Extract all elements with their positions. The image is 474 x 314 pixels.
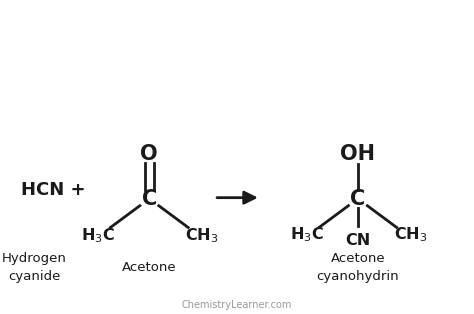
Text: C: C — [142, 189, 157, 209]
Text: Hydrogen
cyanide: Hydrogen cyanide — [2, 252, 66, 283]
Text: Acetone
cyanohydrin: Acetone cyanohydrin — [317, 252, 399, 283]
Text: CH$_3$: CH$_3$ — [394, 225, 428, 244]
Text: OH: OH — [340, 144, 375, 165]
Text: H$_3$C: H$_3$C — [290, 225, 324, 244]
Text: CH$_3$: CH$_3$ — [185, 226, 218, 245]
Text: Nucleophilic Addition: Nucleophilic Addition — [95, 25, 379, 49]
Text: Acetone: Acetone — [122, 261, 177, 274]
Text: C: C — [350, 189, 365, 209]
Text: CN: CN — [345, 233, 371, 248]
Text: Example: Example — [181, 70, 293, 94]
Text: HCN +: HCN + — [21, 181, 86, 199]
Text: H$_3$C: H$_3$C — [81, 226, 115, 245]
Text: O: O — [140, 144, 158, 165]
Text: ChemistryLearner.com: ChemistryLearner.com — [182, 300, 292, 310]
